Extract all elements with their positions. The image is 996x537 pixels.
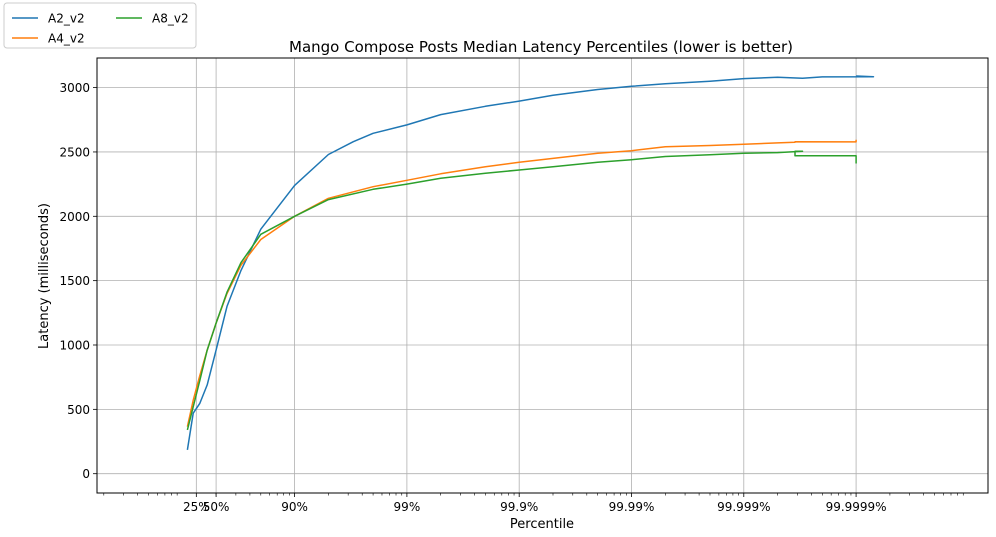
y-tick-label: 2000 <box>59 210 90 224</box>
y-tick-label: 2500 <box>59 145 90 159</box>
x-tick-label: 25% <box>183 500 210 514</box>
x-tick-label: 99.9% <box>500 500 538 514</box>
legend: A2_v2 A4_v2 A8_v2 <box>3 2 197 49</box>
chart-title: Mango Compose Posts Median Latency Perce… <box>289 38 793 56</box>
y-tick-label: 3000 <box>59 81 90 95</box>
legend-label: A4_v2 <box>48 32 85 46</box>
plot-area-frame <box>96 57 989 494</box>
series-line-a2-v2 <box>186 75 875 451</box>
grid-lines <box>97 58 988 493</box>
legend-label: A8_v2 <box>152 12 189 26</box>
legend-label: A2_v2 <box>48 12 85 26</box>
y-tick-label: 1000 <box>59 338 90 352</box>
y-axis-label: Latency (milliseconds) <box>37 203 52 349</box>
y-tick-label: 0 <box>82 467 90 481</box>
y-tick-label: 500 <box>67 403 90 417</box>
series-line-a4-v2 <box>186 139 857 427</box>
x-tick-label: 99% <box>394 500 421 514</box>
x-tick-label: 99.999% <box>717 500 770 514</box>
x-axis: 25%50% 90% 99% 99.9% 99.99% 99.999% 99.9999% <box>103 493 964 514</box>
series-line-a8-v2 <box>186 150 857 431</box>
y-tick-label: 1500 <box>59 274 90 288</box>
x-tick-label: 90% <box>281 500 308 514</box>
y-axis: 0 500 1000 1500 2000 2500 3000 <box>59 81 97 481</box>
x-tick-label: 99.99% <box>609 500 655 514</box>
legend-frame <box>3 2 197 49</box>
series-lines <box>186 75 875 451</box>
x-axis-label: Percentile <box>510 517 574 532</box>
x-tick-label: 50% <box>203 500 230 514</box>
x-tick-label: 99.9999% <box>826 500 887 514</box>
